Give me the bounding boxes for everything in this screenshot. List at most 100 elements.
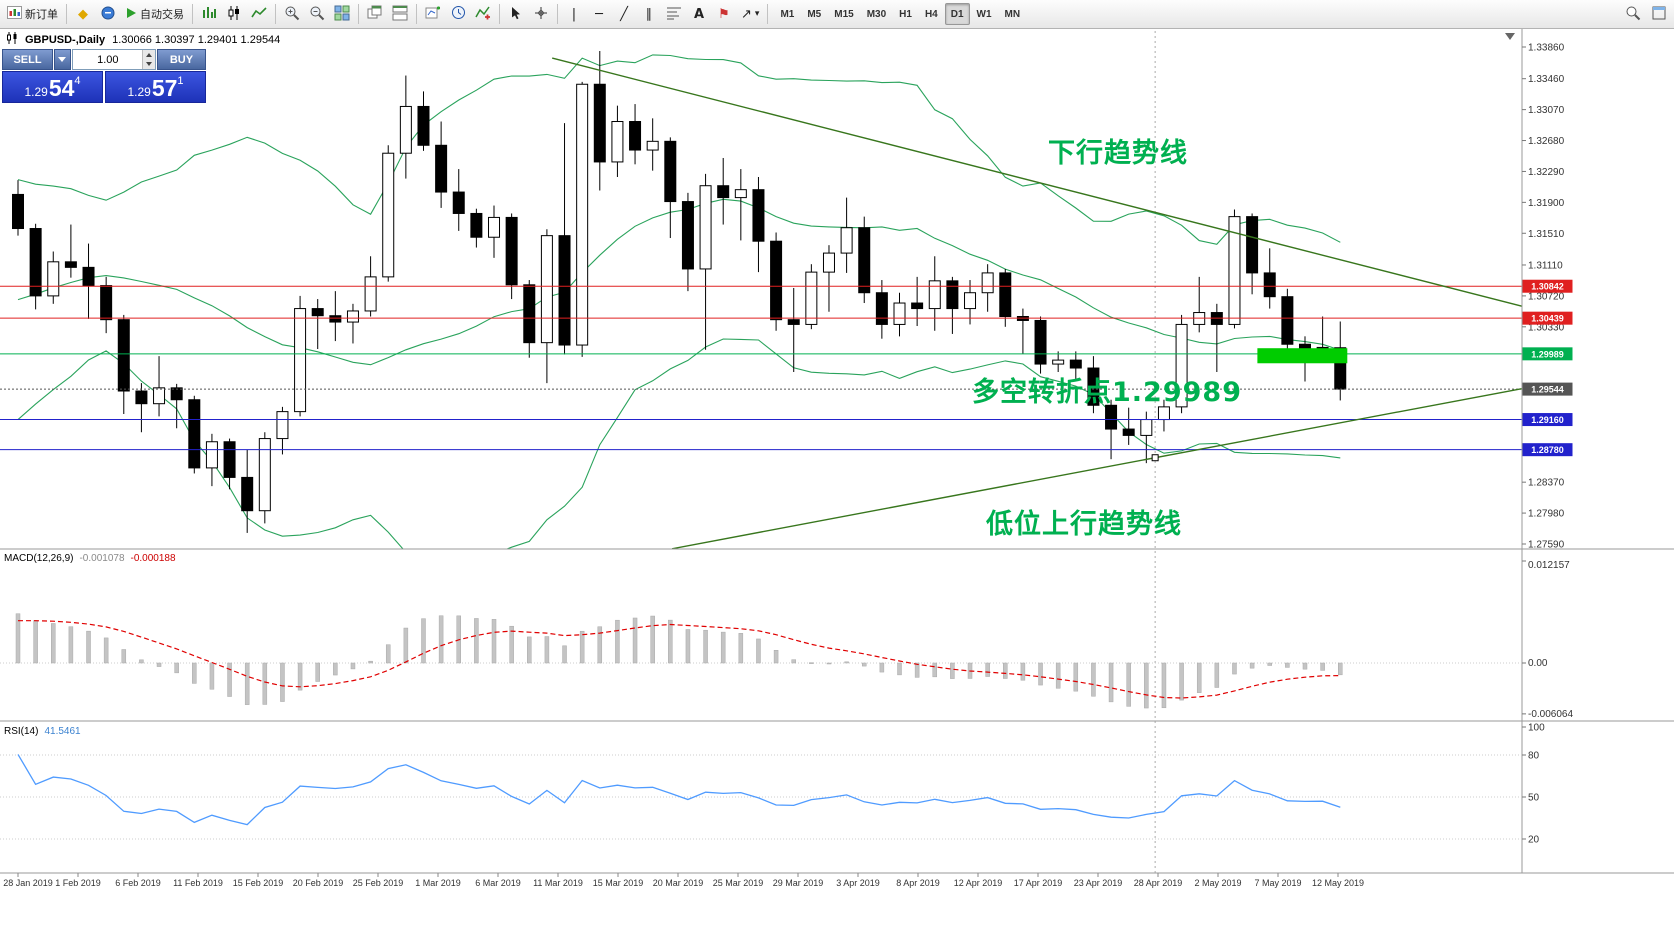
new-order-button[interactable]: 新订单: [3, 2, 62, 26]
timeframe-button-m30[interactable]: M30: [861, 3, 892, 25]
zoom-out-button[interactable]: [305, 2, 329, 26]
clock-icon: [451, 5, 466, 23]
horizontal-line-button[interactable]: ─: [587, 2, 611, 26]
separator: [557, 4, 558, 24]
zoom-in-button[interactable]: [280, 2, 304, 26]
tile-windows-icon: [334, 5, 350, 24]
svg-text:1.29160: 1.29160: [1531, 415, 1564, 425]
annotation-uptrend[interactable]: 低位上行趋势线: [986, 509, 1182, 540]
fibonacci-icon: [666, 6, 682, 23]
text-tool-icon: A: [693, 6, 705, 22]
candle-icon: [6, 32, 18, 47]
fibonacci-button[interactable]: [662, 2, 686, 26]
annotation-pivot[interactable]: 多空转折点1.29989: [972, 377, 1242, 408]
fullscreen-button[interactable]: [1647, 2, 1671, 26]
tile-windows-button[interactable]: [330, 2, 354, 26]
timeframe-button-mn[interactable]: MN: [999, 3, 1027, 25]
svg-text:1.28780: 1.28780: [1531, 445, 1564, 455]
zoom-in-icon: [284, 5, 300, 24]
svg-text:17 Apr 2019: 17 Apr 2019: [1014, 878, 1063, 888]
volume-input[interactable]: [71, 49, 156, 70]
cursor-button[interactable]: [504, 2, 528, 26]
buy-price-box[interactable]: 1.29 57 1: [105, 71, 206, 103]
period-button[interactable]: [446, 2, 470, 26]
pivot-highlight-rect[interactable]: [1257, 348, 1348, 364]
spinner-up-icon[interactable]: [145, 52, 152, 57]
candlestick-chart-button[interactable]: [222, 2, 246, 26]
bollinger-upper-band: [17, 54, 1341, 245]
arrange-windows-button[interactable]: [388, 2, 412, 26]
shapes-button[interactable]: ↗ ▾: [737, 2, 763, 26]
profiles-button[interactable]: ◆: [71, 2, 95, 26]
separator: [192, 4, 193, 24]
spinner-down-icon[interactable]: [145, 62, 152, 67]
search-button[interactable]: [1621, 2, 1645, 26]
zoom-out-icon: [309, 5, 325, 24]
svg-text:15 Feb 2019: 15 Feb 2019: [233, 878, 284, 888]
rsi-line: [17, 754, 1341, 826]
svg-text:1.32680: 1.32680: [1528, 136, 1565, 147]
down-trendline[interactable]: [552, 57, 1522, 307]
bollinger-middle-band: [17, 198, 1341, 366]
macd-signal-value: -0.000188: [130, 553, 176, 564]
sell-price-box[interactable]: 1.29 54 4: [2, 71, 103, 103]
channel-icon: ∥: [645, 6, 653, 22]
volume-spinner[interactable]: [141, 50, 155, 69]
timeframe-button-m1[interactable]: M1: [774, 3, 800, 25]
new-order-icon: [7, 5, 22, 23]
sell-button[interactable]: SELL: [2, 49, 53, 70]
data-window-button[interactable]: [96, 2, 120, 26]
rsi-label: RSI(14) 41.5461: [4, 726, 81, 737]
auto-trading-button[interactable]: 自动交易: [121, 2, 188, 26]
svg-text:1.30842: 1.30842: [1531, 282, 1564, 292]
annotation-downtrend[interactable]: 下行趋势线: [1048, 138, 1188, 169]
main-price-panel[interactable]: [0, 50, 1522, 568]
vertical-line-icon: |: [571, 6, 577, 22]
svg-text:29 Mar 2019: 29 Mar 2019: [773, 878, 824, 888]
svg-text:6 Mar 2019: 6 Mar 2019: [475, 878, 521, 888]
crosshair-icon: [534, 6, 548, 23]
bar-chart-icon: [201, 5, 217, 24]
flag-icon: ⚑: [718, 6, 730, 22]
indicators-icon: [475, 5, 491, 24]
svg-text:1.31110: 1.31110: [1528, 260, 1563, 271]
price-axis[interactable]: 1.33860 1.33460 1.33070 1.32680 1.32290 1.319…: [1505, 29, 1573, 873]
timeframe-button-m5[interactable]: M5: [801, 3, 827, 25]
label-button[interactable]: ⚑: [712, 2, 736, 26]
channel-button[interactable]: ∥: [637, 2, 661, 26]
crosshair-button[interactable]: [529, 2, 553, 26]
chart-shift-marker[interactable]: [1505, 33, 1515, 40]
svg-text:25 Mar 2019: 25 Mar 2019: [713, 878, 764, 888]
text-button[interactable]: A: [687, 2, 711, 26]
timeframe-button-w1[interactable]: W1: [971, 3, 998, 25]
indicators-button[interactable]: [471, 2, 495, 26]
timeframe-button-h4[interactable]: H4: [919, 3, 944, 25]
bar-chart-button[interactable]: [197, 2, 221, 26]
trendline-button[interactable]: ╱: [612, 2, 636, 26]
buy-button[interactable]: BUY: [156, 49, 206, 70]
level-lines[interactable]: [0, 285, 1522, 451]
arrange-windows-icon: [392, 5, 408, 24]
bollinger-lower-band: [17, 338, 1341, 549]
line-chart-button[interactable]: [247, 2, 271, 26]
sell-price-pip: 4: [74, 75, 81, 87]
trendline-handle[interactable]: [1151, 454, 1159, 462]
symbol-name: GBPUSD-,Daily: [25, 33, 106, 46]
chart-canvas[interactable]: 1.33860 1.33460 1.33070 1.32680 1.32290 1.319…: [0, 29, 1674, 951]
ohlc-readout: 1.30066 1.30397 1.29401 1.29544: [112, 33, 281, 46]
svg-text:20: 20: [1528, 835, 1540, 846]
svg-text:20 Mar 2019: 20 Mar 2019: [653, 878, 704, 888]
cascade-windows-button[interactable]: [363, 2, 387, 26]
svg-text:1.33860: 1.33860: [1528, 43, 1565, 54]
order-options-dropdown[interactable]: [54, 49, 71, 70]
timeframe-button-m15[interactable]: M15: [828, 3, 859, 25]
date-axis[interactable]: 28 Jan 2019 1 Feb 2019 6 Feb 2019 11 Feb 20…: [3, 873, 1364, 888]
timeframe-button-h1[interactable]: H1: [893, 3, 918, 25]
vertical-line-button[interactable]: |: [562, 2, 586, 26]
new-chart-button[interactable]: [421, 2, 445, 26]
sell-price-big: 54: [48, 75, 75, 102]
timeframe-button-d1[interactable]: D1: [944, 3, 970, 25]
up-trendline[interactable]: [671, 387, 1522, 549]
new-order-label: 新订单: [25, 9, 58, 21]
svg-text:1.33460: 1.33460: [1528, 74, 1565, 85]
